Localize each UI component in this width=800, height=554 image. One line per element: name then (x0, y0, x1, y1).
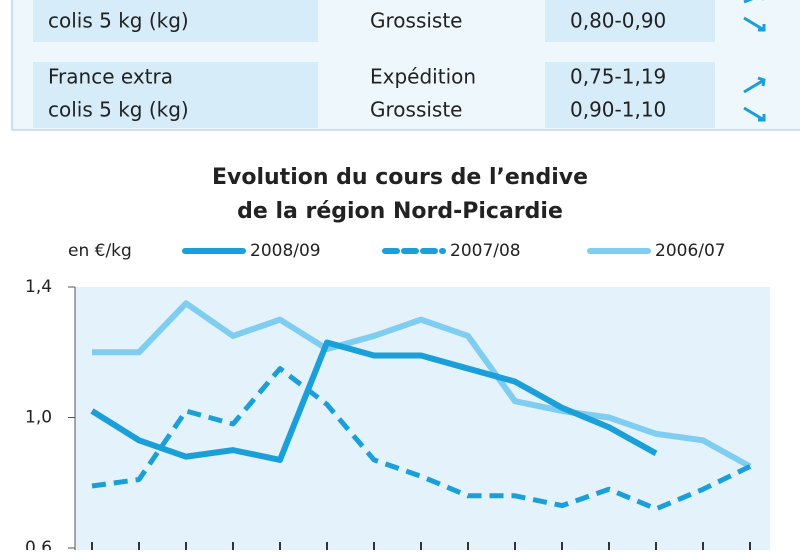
y-tick-label: 1,4 (25, 277, 52, 297)
cell-text: 0,90-1,10 (570, 98, 666, 122)
cell-text: colis 5 kg (kg) (48, 9, 189, 33)
cell-text: colis 5 kg (kg) (48, 98, 189, 122)
series-line (90, 339, 658, 463)
trend-icons (743, 0, 766, 122)
y-axis-label: en €/kg (68, 241, 132, 261)
cell-text: 0,80-0,90 (570, 9, 666, 33)
y-tick-label: 0,6 (25, 538, 52, 550)
cell-text: Grossiste (370, 98, 462, 122)
cell-text: 0,75-1,19 (570, 65, 666, 89)
y-tick-label: 1,0 (25, 408, 52, 428)
cell (33, 62, 318, 128)
legend-label: 2008/09 (250, 241, 321, 261)
cell-text: Expédition (370, 65, 476, 89)
legend-label: 2007/08 (450, 241, 521, 261)
cell-text: France extra (48, 65, 173, 89)
cell-text: Grossiste (370, 9, 462, 33)
chart-title: Evolution du cours de l’endive (212, 165, 588, 190)
cell (545, 0, 715, 42)
plot-area (75, 287, 770, 550)
series-line (92, 300, 752, 470)
cell (33, 0, 318, 42)
chart-title: de la région Nord-Picardie (237, 199, 563, 224)
series-line (91, 366, 752, 512)
cell (545, 62, 715, 128)
legend-label: 2006/07 (655, 241, 726, 261)
